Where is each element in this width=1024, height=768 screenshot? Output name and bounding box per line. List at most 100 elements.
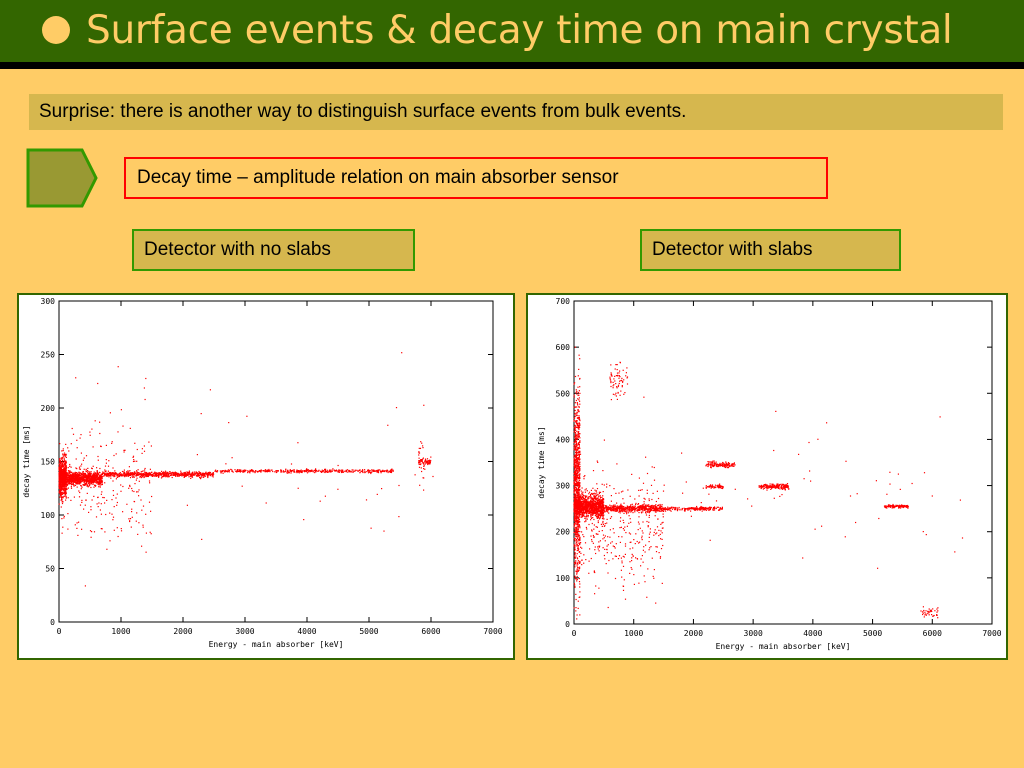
data-point bbox=[576, 402, 578, 404]
data-point bbox=[173, 474, 175, 476]
data-point bbox=[589, 512, 591, 514]
data-point bbox=[579, 525, 581, 527]
data-point bbox=[582, 515, 584, 517]
data-point bbox=[82, 477, 84, 480]
data-point bbox=[578, 406, 580, 408]
data-point bbox=[93, 481, 95, 483]
data-point bbox=[185, 475, 187, 477]
data-point bbox=[120, 473, 122, 475]
data-point bbox=[419, 461, 421, 463]
data-point bbox=[142, 475, 144, 477]
data-point bbox=[76, 468, 78, 470]
data-point bbox=[89, 479, 91, 481]
data-point bbox=[423, 468, 425, 470]
data-point bbox=[418, 466, 421, 468]
data-point bbox=[90, 536, 92, 538]
data-point bbox=[225, 463, 227, 465]
data-point bbox=[576, 517, 578, 520]
data-point bbox=[94, 474, 96, 476]
data-point bbox=[142, 524, 144, 526]
data-point bbox=[96, 477, 98, 479]
data-point bbox=[577, 515, 579, 517]
x-tick-label: 3000 bbox=[744, 629, 763, 638]
data-point bbox=[67, 476, 69, 479]
data-point bbox=[575, 435, 577, 437]
data-point bbox=[237, 469, 239, 471]
data-point bbox=[584, 500, 586, 502]
data-point bbox=[309, 470, 312, 472]
data-point bbox=[58, 503, 60, 505]
data-point bbox=[574, 468, 576, 470]
data-point bbox=[88, 476, 90, 478]
data-point bbox=[68, 472, 70, 474]
data-point bbox=[77, 534, 79, 536]
data-point bbox=[95, 476, 97, 478]
data-point bbox=[252, 469, 254, 472]
data-point bbox=[585, 498, 587, 500]
data-point bbox=[583, 513, 585, 515]
data-point bbox=[93, 476, 96, 478]
data-point bbox=[280, 470, 282, 472]
data-point bbox=[212, 474, 214, 476]
data-point bbox=[422, 462, 425, 464]
data-point bbox=[228, 469, 231, 471]
data-point bbox=[578, 474, 580, 476]
data-point bbox=[225, 470, 227, 472]
data-point bbox=[580, 495, 582, 497]
x-tick-label: 2000 bbox=[173, 627, 192, 636]
data-point bbox=[575, 593, 577, 595]
data-point bbox=[577, 454, 579, 456]
data-point bbox=[80, 484, 82, 487]
data-point bbox=[123, 469, 125, 471]
data-point bbox=[573, 441, 576, 444]
data-point bbox=[64, 456, 66, 458]
data-point bbox=[299, 470, 301, 472]
data-point bbox=[337, 464, 339, 467]
data-point bbox=[575, 517, 577, 519]
data-point bbox=[145, 476, 147, 478]
data-point bbox=[75, 458, 77, 460]
data-point bbox=[113, 475, 115, 477]
data-point bbox=[576, 521, 578, 523]
data-point bbox=[591, 522, 593, 525]
data-point bbox=[71, 476, 73, 478]
data-point bbox=[578, 489, 581, 491]
data-point bbox=[96, 471, 98, 473]
data-point bbox=[64, 477, 66, 479]
data-point bbox=[576, 469, 578, 471]
data-point bbox=[182, 472, 184, 474]
data-point bbox=[578, 410, 580, 412]
x-tick-label: 1000 bbox=[624, 629, 643, 638]
data-point bbox=[578, 518, 580, 520]
data-point bbox=[97, 496, 99, 498]
data-point bbox=[576, 529, 578, 531]
data-point bbox=[70, 475, 72, 477]
data-point bbox=[66, 483, 68, 485]
data-point bbox=[134, 442, 136, 444]
data-point bbox=[62, 482, 64, 484]
data-point bbox=[574, 537, 576, 540]
data-point bbox=[66, 478, 68, 480]
data-point bbox=[83, 477, 85, 479]
data-point bbox=[573, 519, 576, 521]
data-point bbox=[576, 420, 578, 422]
data-point bbox=[68, 470, 70, 473]
data-point bbox=[66, 482, 68, 484]
data-point bbox=[595, 497, 597, 499]
data-point bbox=[60, 457, 62, 459]
data-point bbox=[574, 473, 576, 475]
data-point bbox=[170, 474, 172, 477]
data-point bbox=[575, 523, 577, 525]
data-point bbox=[575, 484, 577, 486]
data-point bbox=[573, 473, 575, 475]
data-point bbox=[58, 467, 60, 469]
data-point bbox=[84, 474, 86, 476]
data-point bbox=[574, 522, 576, 524]
data-point bbox=[101, 482, 103, 484]
data-point bbox=[63, 478, 65, 480]
data-point bbox=[60, 465, 63, 468]
data-point bbox=[575, 483, 577, 485]
data-point bbox=[137, 491, 139, 493]
data-point bbox=[91, 480, 94, 482]
data-point bbox=[290, 463, 293, 465]
